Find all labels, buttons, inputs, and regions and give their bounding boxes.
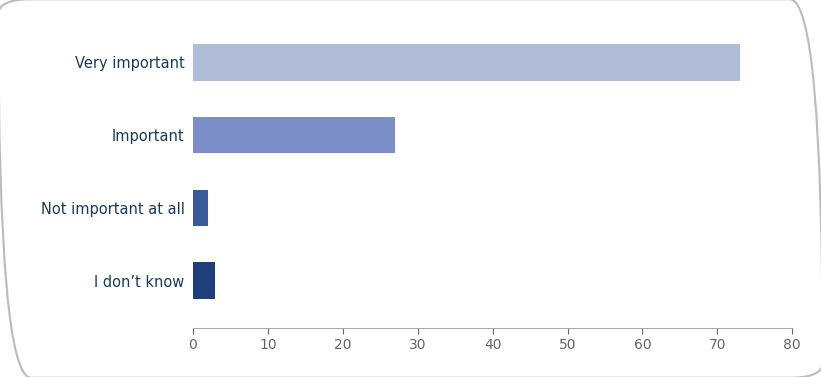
Bar bbox=[193, 262, 215, 299]
Bar bbox=[193, 117, 395, 153]
Bar bbox=[193, 44, 740, 81]
Bar bbox=[193, 190, 208, 226]
